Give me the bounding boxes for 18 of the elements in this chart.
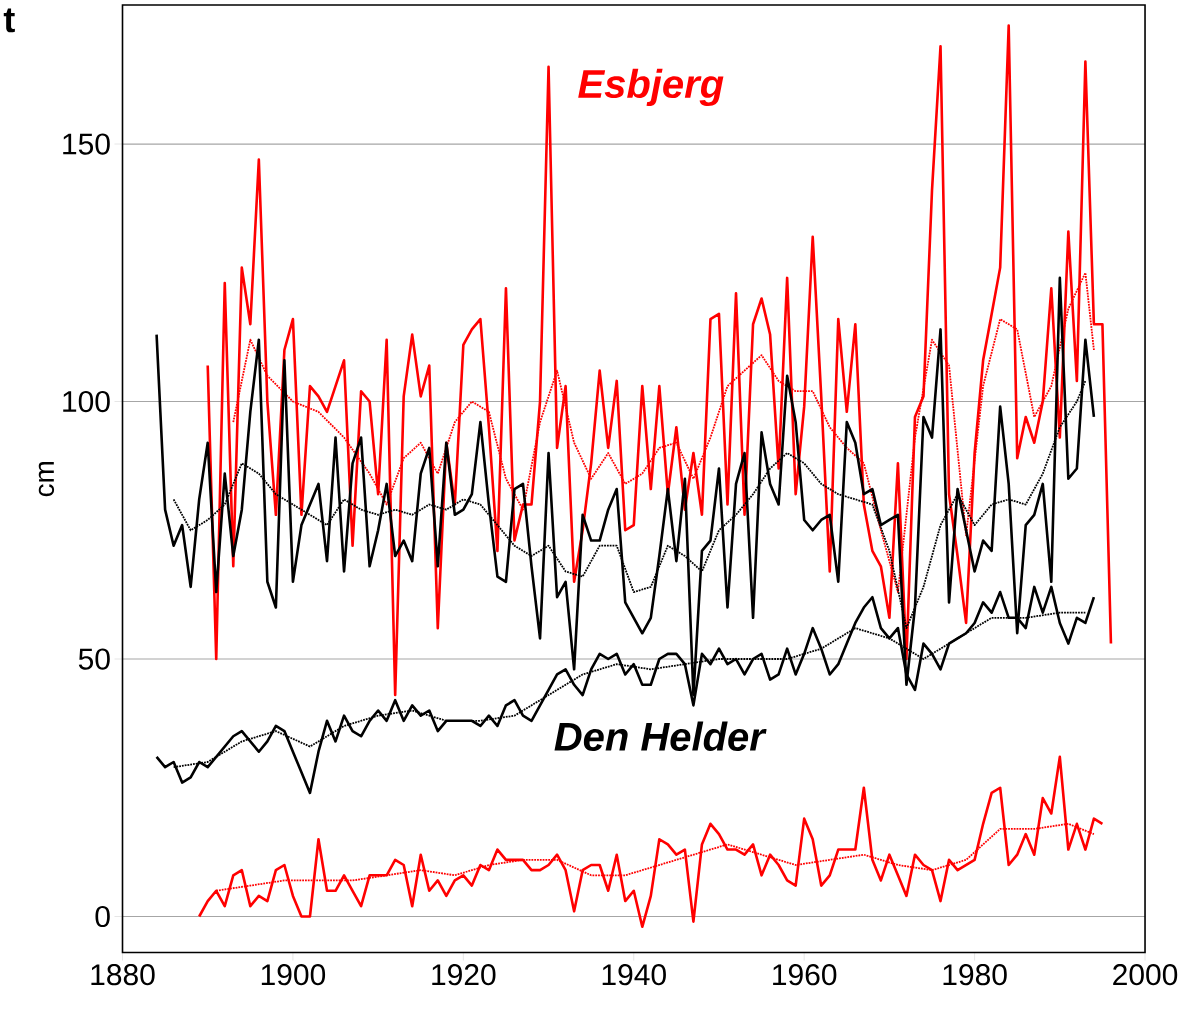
text: t: [3, 8, 15, 33]
x-tick-label: 1960: [773, 964, 837, 986]
x-tick-label: 2000: [1113, 964, 1178, 986]
x-tick-label: 1900: [261, 964, 326, 986]
y-tick-label: 100: [63, 391, 110, 413]
x-tick-label: 1980: [943, 964, 1007, 986]
y-tick-label: 150: [63, 133, 110, 155]
series-label: Esbjerg: [578, 68, 724, 107]
x-tick-label: 1940: [602, 964, 666, 986]
x-tick-label: 1880: [91, 964, 155, 986]
x-tick-label: 1920: [432, 964, 496, 986]
y-tick-label: 0: [95, 906, 110, 928]
line-series: [206, 24, 1113, 697]
line-series: [172, 380, 1087, 630]
y-tick-label: 50: [78, 648, 110, 670]
line-series: [232, 272, 1095, 594]
y-axis-title: cm: [38, 462, 55, 497]
series-label: Den Helder: [554, 721, 767, 752]
